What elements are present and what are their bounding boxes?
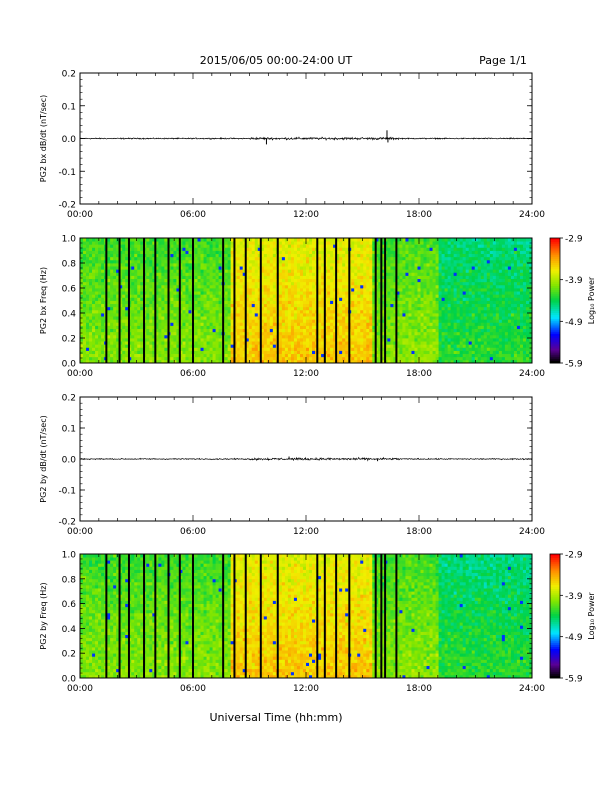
y-tick-label: 0.4 [62,625,77,635]
x-tick-label: 06:00 [180,684,206,694]
x-tick-label: 18:00 [406,369,432,379]
panel-4: -2.9 -3.9 -4.9 -5.9 Log₁₀ Power 0.0 0.2 0.4 0.6 0… [39,551,596,695]
x-tick-label: 00:00 [67,369,93,379]
page-indicator: Page 1/1 [479,54,527,67]
x-tick-label: 00:00 [67,210,93,220]
y-axis-label: PG2 by dB/dt (nT/sec) [39,415,48,502]
spectrogram [80,238,533,364]
x-tick-label: 24:00 [519,527,545,537]
colorbar-frame [549,237,561,364]
y-tick-label: 0.6 [62,600,77,610]
colorbar-tick-label: -4.9 [565,318,583,328]
colorbar: -2.9 -3.9 -4.9 -5.9 Log₁₀ Power [549,551,596,685]
colorbar-tick-label: -5.9 [565,675,583,685]
x-tick-label: 12:00 [293,369,319,379]
panel-2: -2.9 -3.9 -4.9 -5.9 Log₁₀ Power 0.0 0.2 0.4 0.6 0… [39,235,596,380]
y-tick-label: -0.1 [58,168,76,178]
y-tick-label: 1.0 [62,235,77,245]
colorbar-tick-label: -4.9 [565,633,583,643]
y-axis-label: PG2 by Freq (Hz) [39,582,48,649]
colorbar-tick-label: -2.9 [565,551,583,561]
y-tick-label: 0.2 [62,70,76,80]
y-tick-label: 0.6 [62,285,77,295]
figure-title: 2015/06/05 00:00-24:00 UT [200,54,353,67]
colorbar-tick-label: -3.9 [565,592,583,602]
y-tick-label: 0.1 [62,425,76,435]
y-tick-label: 0.1 [62,102,76,112]
x-tick-label: 00:00 [67,684,93,694]
x-tick-label: 24:00 [519,369,545,379]
y-tick-label: 0.2 [62,335,76,345]
spectrogram [80,554,533,679]
x-tick-label: 12:00 [293,684,319,694]
y-axis-label: PG2 bx dB/dt (nT/sec) [39,95,48,182]
x-axis-label: Universal Time (hh:mm) [210,711,343,724]
colorbar-label: Log₁₀ Power [587,592,596,640]
x-tick-label: 00:00 [67,527,93,537]
y-tick-label: 0.0 [62,675,77,685]
y-tick-label: 0.0 [62,360,77,370]
y-axis-label: PG2 bx Freq (Hz) [39,267,48,334]
colorbar-label: Log₁₀ Power [587,276,596,324]
colorbar-tick-label: -2.9 [565,235,583,245]
panels: -0.2 -0.1 0.0 0.1 0.2 00:00 06:00 12:00 18:00 24:… [39,70,596,695]
x-tick-label: 24:00 [519,684,545,694]
x-tick-label: 12:00 [293,210,319,220]
y-tick-label: 0.0 [62,135,77,145]
x-tick-label: 06:00 [180,210,206,220]
y-tick-label: 0.2 [62,650,76,660]
colorbar: -2.9 -3.9 -4.9 -5.9 Log₁₀ Power [549,235,596,370]
x-tick-label: 18:00 [406,527,432,537]
colorbar-tick-label: -3.9 [565,276,583,286]
y-tick-label: 0.2 [62,394,76,404]
x-tick-label: 18:00 [406,210,432,220]
x-tick-label: 06:00 [180,369,206,379]
y-tick-label: 0.8 [62,575,77,585]
y-tick-label: 0.4 [62,310,77,320]
x-tick-label: 24:00 [519,210,545,220]
x-tick-label: 12:00 [293,527,319,537]
panel-1: -0.2 -0.1 0.0 0.1 0.2 00:00 06:00 12:00 18:00 24:… [39,70,545,221]
colorbar-tick-label: -5.9 [565,360,583,370]
time-series-line [79,136,533,141]
colorbar-frame [549,553,561,679]
y-tick-label: 1.0 [62,551,77,561]
y-tick-label: 0.8 [62,260,77,270]
x-tick-label: 06:00 [180,527,206,537]
x-tick-label: 18:00 [406,684,432,694]
y-tick-label: -0.2 [58,518,76,528]
y-tick-label: 0.0 [62,456,77,466]
y-tick-label: -0.1 [58,487,76,497]
panel-3: -0.2 -0.1 0.0 0.1 0.2 00:00 06:00 12:00 18:00 24:… [39,394,545,538]
time-series-line [79,456,533,462]
y-tick-label: -0.2 [58,201,76,211]
